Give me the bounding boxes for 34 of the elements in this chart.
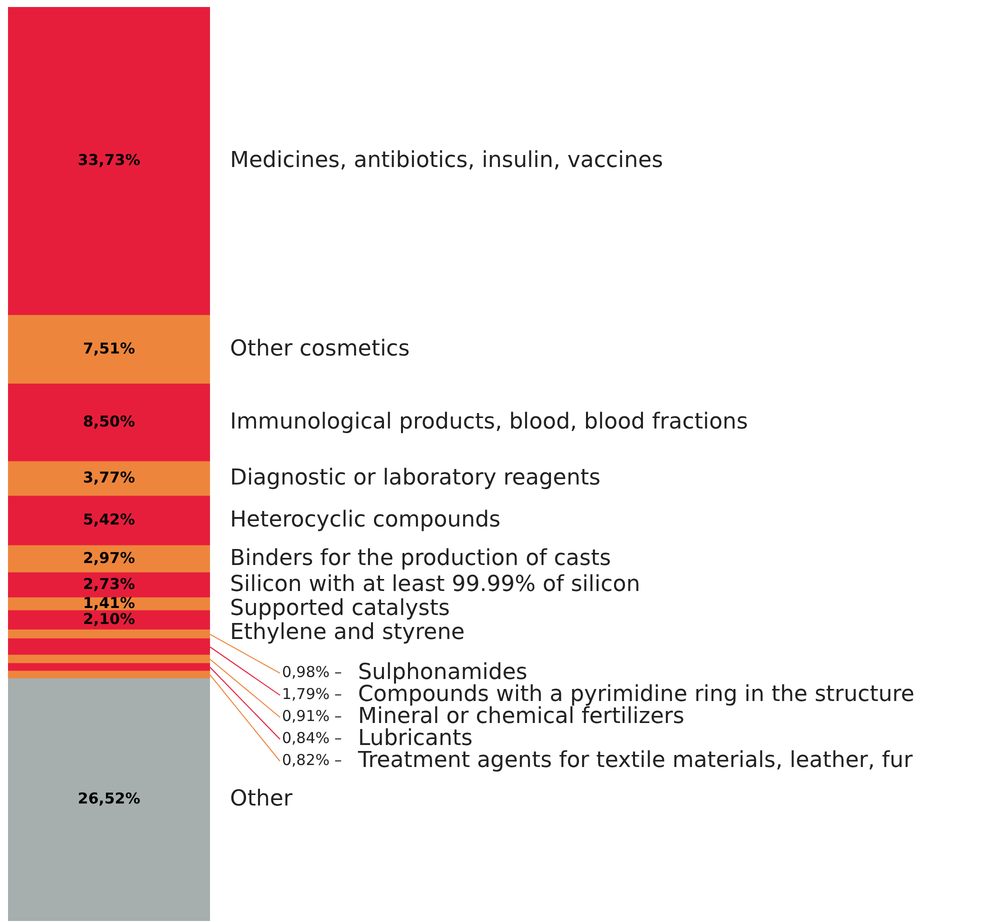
series-label: Diagnostic or laboratory reagents: [230, 466, 600, 491]
series-label: Medicines, antibiotics, insulin, vaccines: [230, 148, 664, 173]
text: Sulphonamides: [358, 660, 528, 685]
data-label: 0,84% –: [282, 729, 342, 748]
series-label: Ethylene and styrene: [230, 620, 465, 645]
data-label: 33,73%: [78, 151, 140, 170]
data-label: 0,98% –: [282, 663, 342, 682]
data-label: 8,50%: [82, 412, 136, 431]
data-label: 2,73%: [82, 575, 136, 594]
series-label: Immunological products, blood, blood fractions: [230, 409, 748, 434]
series-label: Silicon with at least 99.99% of silicon: [230, 572, 640, 597]
data-label: 5,42%: [82, 510, 136, 529]
series-label: Supported catalysts: [230, 596, 450, 621]
series-label: Heterocyclic compounds: [230, 508, 501, 533]
bar: [8, 572, 210, 598]
bar: [8, 461, 210, 496]
data-label: 26,52%: [78, 790, 140, 808]
series-label: Other cosmetics: [230, 336, 410, 362]
data-label: 3,77%: [82, 468, 136, 487]
series-label: Binders for the production of casts: [230, 546, 611, 571]
data-label: 0,82% –: [282, 751, 342, 770]
data-label: 2,97%: [82, 549, 136, 568]
data-label: 0,91% –: [282, 707, 342, 726]
series-label: Other: [230, 786, 294, 812]
data-label: 2,10%: [82, 610, 136, 628]
data-label: 1,79% –: [282, 685, 342, 704]
bar: [8, 384, 210, 462]
bar: [8, 678, 210, 921]
data-label: 7,51%: [82, 340, 136, 358]
bar: [8, 496, 210, 546]
bar: [8, 314, 210, 384]
data-label: 1,41%: [82, 594, 136, 612]
bar: [8, 545, 210, 574]
bar: [8, 7, 210, 316]
